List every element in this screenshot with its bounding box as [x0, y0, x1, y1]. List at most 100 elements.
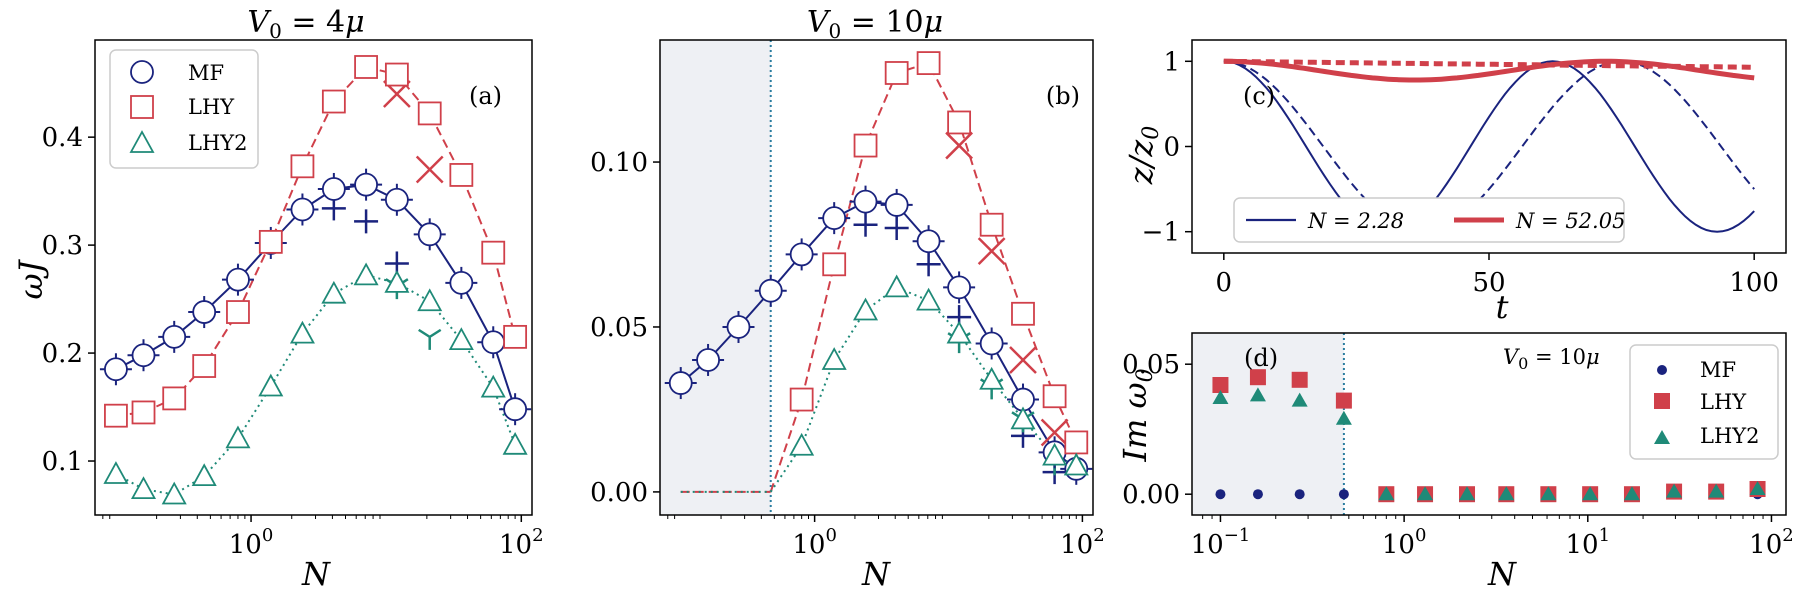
lhy-marker [449, 163, 474, 187]
mf-marker [481, 330, 506, 355]
x-tick-label: 102 [499, 525, 544, 560]
panel-d-plot: 0.00 0.05 10−1 100 101 102 [1122, 332, 1794, 560]
y-tick-label: 0.4 [42, 123, 83, 153]
lhy2-marker [161, 481, 187, 505]
x-tick-label: 100 [1729, 268, 1779, 298]
legend-d-mf-label: MF [1700, 358, 1736, 382]
y-tick-label: 0.1 [42, 447, 83, 477]
y-tick-label: 0.2 [42, 339, 83, 369]
panel-d-ylabel: Im ω0 [1116, 368, 1158, 462]
mf-marker [104, 357, 128, 382]
panel-c-ylabel: z/z0 [1122, 126, 1164, 186]
mf-marker [226, 267, 250, 292]
lhy-marker [979, 212, 1004, 237]
legend-d-mf-marker [1657, 365, 1667, 375]
lhy2-marker [384, 270, 410, 293]
panel-d-legend: MF LHY LHY2 [1629, 344, 1779, 460]
lhy-marker [1011, 301, 1035, 326]
y-tick-label: 0 [1163, 133, 1180, 163]
mf-marker [947, 275, 972, 300]
panel-a-label: (a) [469, 82, 502, 110]
panel-b-label: (b) [1046, 82, 1080, 110]
lhy2-tri-marker [418, 328, 442, 350]
lhy2-point [1459, 486, 1476, 501]
lhy2-point [1582, 486, 1599, 501]
lhy-x-marker [1009, 346, 1037, 374]
lhy2-point [1749, 481, 1766, 495]
lhy-marker [1042, 384, 1067, 409]
lhy2-point [1378, 486, 1395, 501]
lhy2-point [1249, 387, 1266, 402]
lhy-marker [384, 62, 409, 87]
lhy-point [1212, 377, 1229, 393]
panel-a-ylabel: ωJ [12, 258, 50, 299]
mf-marker [321, 177, 346, 201]
panel-d-xlabel: N [1487, 555, 1517, 593]
lhy2-marker [789, 432, 815, 456]
panel-c-xlabel: t [1496, 288, 1509, 326]
lhy2-marker [1063, 452, 1089, 476]
lhy2-point [1708, 483, 1725, 498]
lhy-point [1291, 371, 1308, 388]
panel-b-plot: 0.00 0.05 0.10 100 102 [590, 39, 1105, 560]
lhy-marker [1064, 430, 1089, 455]
lhy-marker [417, 101, 442, 126]
lhy-marker [822, 252, 847, 277]
mf-point [1252, 489, 1263, 500]
panel-b-xlabel: N [861, 555, 891, 593]
mf-marker [417, 222, 442, 247]
x-tick-label: 100 [1382, 525, 1427, 560]
lhy-point [1249, 369, 1266, 386]
lhy2-point [1212, 390, 1229, 404]
lhy-marker [321, 89, 346, 114]
mf-marker [979, 331, 1004, 356]
legend-d-lhy-label: LHY [1700, 390, 1747, 414]
lhy-marker [481, 240, 506, 265]
legend-box-c [1233, 197, 1625, 243]
y-tick-label: 0.3 [42, 231, 83, 261]
lhy-x-marker [945, 131, 973, 160]
mf-marker [668, 371, 693, 395]
panel-a-title: V0 = 4μ [247, 5, 364, 43]
legend-mf-label: MF [188, 61, 224, 85]
axes-frame [1191, 332, 1787, 516]
lhy-x-marker [1040, 418, 1069, 447]
mf-point [1294, 489, 1305, 500]
legend-n2-label: N = 52.05 [1515, 209, 1625, 233]
lhy-x-marker [977, 237, 1006, 265]
panel-d: Im ω0 N 0.00 0.05 10−1 100 101 102 (d) V0 = 1… [1116, 332, 1794, 593]
lhy2-marker [946, 320, 972, 344]
lhy-x-marker [415, 155, 444, 184]
panel-c: z/z0 t −1 0 1 0 50 100 (c) N = 2.28 N = 52.05 [1122, 39, 1787, 326]
x-tick-label: 102 [1060, 525, 1105, 560]
mf-marker [162, 324, 187, 349]
lhy2-marker [884, 274, 910, 298]
lhy-marker [789, 387, 814, 412]
lhy-marker [104, 403, 128, 428]
lhy2-marker [979, 366, 1005, 390]
mf-marker [726, 315, 751, 339]
n1-dashed-line [1223, 60, 1755, 233]
lhy2-point [1417, 486, 1434, 501]
lhy-point [1335, 392, 1352, 409]
y-tick-label: 0.00 [1122, 480, 1180, 510]
mf-marker [503, 397, 528, 422]
n2-dashed-line [1223, 58, 1755, 70]
x-tick-label: 100 [792, 525, 837, 560]
panel-c-plot: −1 0 1 0 50 100 [1142, 39, 1787, 298]
lhy2-marker [853, 297, 879, 321]
mf-marker [789, 242, 814, 267]
lhy-marker [290, 154, 315, 179]
mf-marker [916, 229, 941, 254]
lhy-marker [258, 229, 283, 254]
mf-marker [384, 187, 409, 212]
y-tick-label: 0.05 [1122, 350, 1180, 380]
lhy-marker [884, 61, 909, 85]
mf-marker [354, 172, 378, 197]
lhy-marker [354, 55, 378, 79]
panel-a: V0 = 4μ ωJ N 0.1 0.2 0.3 0.4 100 102 (a) MF L… [12, 5, 544, 593]
mf-line [115, 183, 517, 410]
panel-c-label: (c) [1243, 82, 1275, 110]
panel-d-annotation: V0 = 10μ [1503, 345, 1600, 373]
